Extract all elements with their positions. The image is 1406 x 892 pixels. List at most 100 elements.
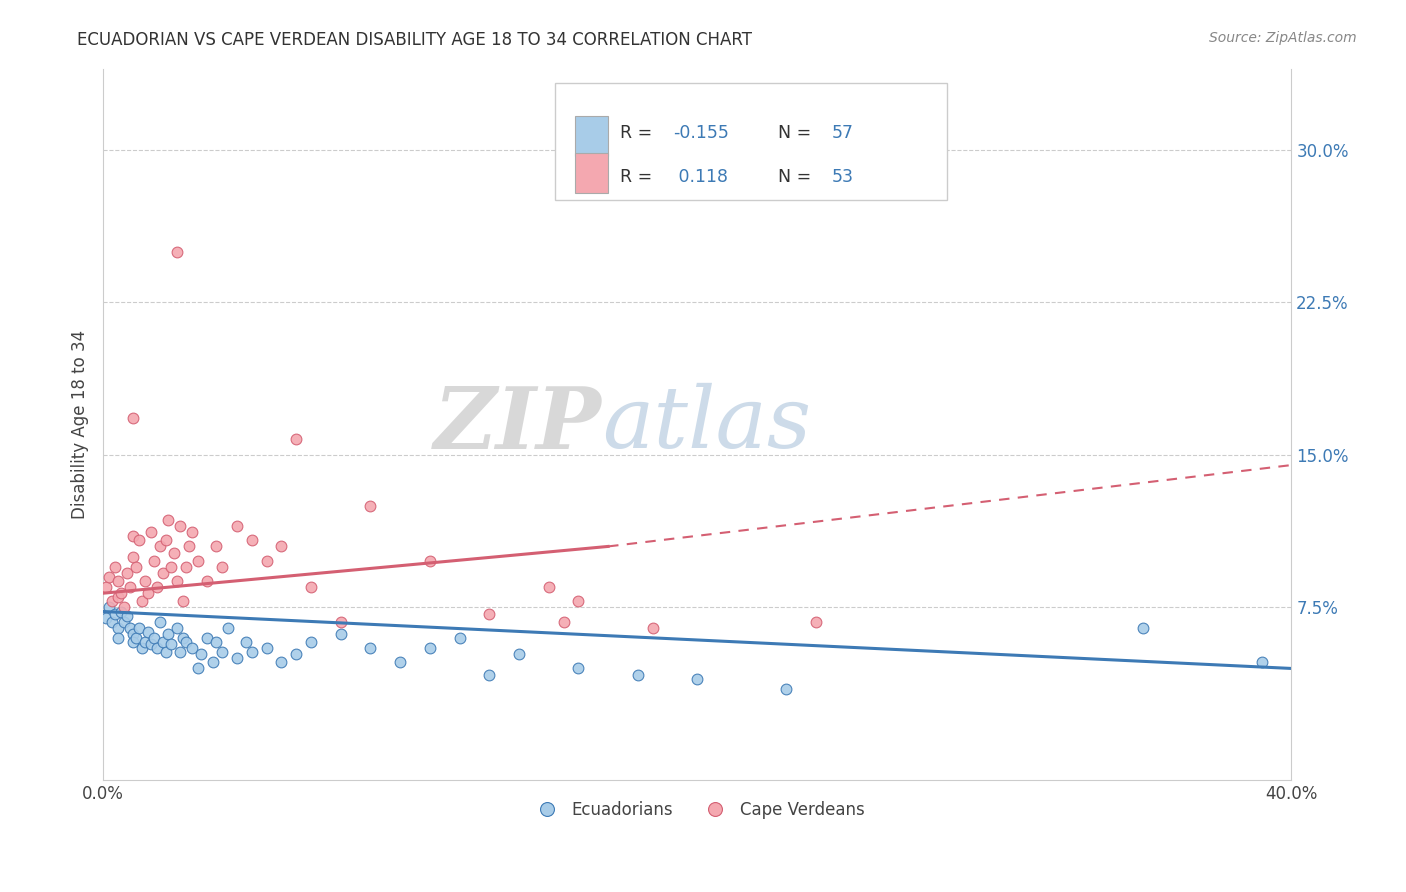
Point bbox=[195, 631, 218, 645]
Point bbox=[181, 525, 204, 540]
Point bbox=[112, 600, 135, 615]
Point bbox=[121, 635, 143, 649]
Point bbox=[686, 672, 709, 686]
Point bbox=[166, 244, 188, 259]
Point bbox=[160, 559, 183, 574]
Point bbox=[270, 656, 292, 670]
Point bbox=[478, 667, 501, 681]
FancyBboxPatch shape bbox=[575, 153, 609, 193]
Text: N =: N = bbox=[778, 168, 817, 186]
Point bbox=[211, 645, 233, 659]
Point bbox=[110, 605, 132, 619]
Point bbox=[804, 615, 827, 629]
Point bbox=[449, 631, 471, 645]
Point bbox=[112, 615, 135, 629]
Point bbox=[115, 566, 138, 580]
Point bbox=[118, 580, 141, 594]
Point bbox=[157, 513, 180, 527]
Text: 0.118: 0.118 bbox=[673, 168, 728, 186]
Point bbox=[329, 627, 352, 641]
Text: 57: 57 bbox=[831, 124, 853, 142]
Point bbox=[567, 661, 589, 675]
Point bbox=[190, 647, 212, 661]
Point bbox=[176, 635, 198, 649]
Point bbox=[155, 645, 177, 659]
Point bbox=[121, 549, 143, 564]
Point bbox=[172, 594, 194, 608]
Point bbox=[121, 411, 143, 425]
Point bbox=[235, 635, 257, 649]
Point bbox=[157, 627, 180, 641]
Point bbox=[419, 641, 441, 656]
Point bbox=[179, 540, 201, 554]
Point bbox=[125, 631, 148, 645]
Point bbox=[98, 600, 121, 615]
Point bbox=[128, 621, 150, 635]
Point bbox=[187, 661, 209, 675]
Point bbox=[145, 641, 167, 656]
Point bbox=[205, 635, 228, 649]
Point bbox=[567, 594, 589, 608]
Point bbox=[107, 574, 129, 588]
FancyBboxPatch shape bbox=[554, 83, 946, 200]
Point bbox=[1132, 621, 1154, 635]
Point bbox=[537, 580, 560, 594]
FancyBboxPatch shape bbox=[575, 116, 609, 155]
Point bbox=[125, 559, 148, 574]
Point bbox=[299, 635, 322, 649]
Point bbox=[187, 554, 209, 568]
Point bbox=[299, 580, 322, 594]
Point bbox=[256, 554, 278, 568]
Point bbox=[101, 615, 124, 629]
Point bbox=[139, 525, 162, 540]
Point bbox=[478, 607, 501, 621]
Point bbox=[94, 610, 117, 624]
Point bbox=[121, 627, 143, 641]
Point bbox=[217, 621, 239, 635]
Point bbox=[115, 608, 138, 623]
Point bbox=[145, 580, 167, 594]
Point bbox=[107, 631, 129, 645]
Point bbox=[128, 533, 150, 548]
Point bbox=[329, 615, 352, 629]
Point bbox=[98, 570, 121, 584]
Text: -0.155: -0.155 bbox=[673, 124, 730, 142]
Point bbox=[270, 540, 292, 554]
Point bbox=[240, 533, 263, 548]
Point bbox=[627, 667, 650, 681]
Point bbox=[166, 621, 188, 635]
Point bbox=[211, 559, 233, 574]
Point bbox=[225, 519, 247, 533]
Point bbox=[148, 540, 170, 554]
Point bbox=[152, 566, 174, 580]
Point bbox=[155, 533, 177, 548]
Point bbox=[172, 631, 194, 645]
Point bbox=[107, 591, 129, 605]
Point bbox=[285, 647, 308, 661]
Point bbox=[169, 645, 191, 659]
Text: N =: N = bbox=[778, 124, 817, 142]
Legend: Ecuadorians, Cape Verdeans: Ecuadorians, Cape Verdeans bbox=[523, 794, 872, 825]
Point bbox=[134, 574, 156, 588]
Point bbox=[775, 681, 797, 696]
Point bbox=[169, 519, 191, 533]
Point bbox=[104, 559, 127, 574]
Point bbox=[419, 554, 441, 568]
Point bbox=[142, 554, 165, 568]
Point bbox=[359, 499, 381, 513]
Point bbox=[176, 559, 198, 574]
Point bbox=[359, 641, 381, 656]
Point bbox=[134, 635, 156, 649]
Point bbox=[142, 631, 165, 645]
Point bbox=[508, 647, 530, 661]
Point bbox=[152, 635, 174, 649]
Point bbox=[195, 574, 218, 588]
Text: ECUADORIAN VS CAPE VERDEAN DISABILITY AGE 18 TO 34 CORRELATION CHART: ECUADORIAN VS CAPE VERDEAN DISABILITY AG… bbox=[77, 31, 752, 49]
Point bbox=[285, 432, 308, 446]
Y-axis label: Disability Age 18 to 34: Disability Age 18 to 34 bbox=[72, 330, 89, 519]
Point bbox=[163, 545, 186, 559]
Point bbox=[136, 624, 159, 639]
Point bbox=[553, 615, 575, 629]
Text: 53: 53 bbox=[831, 168, 853, 186]
Point bbox=[148, 615, 170, 629]
